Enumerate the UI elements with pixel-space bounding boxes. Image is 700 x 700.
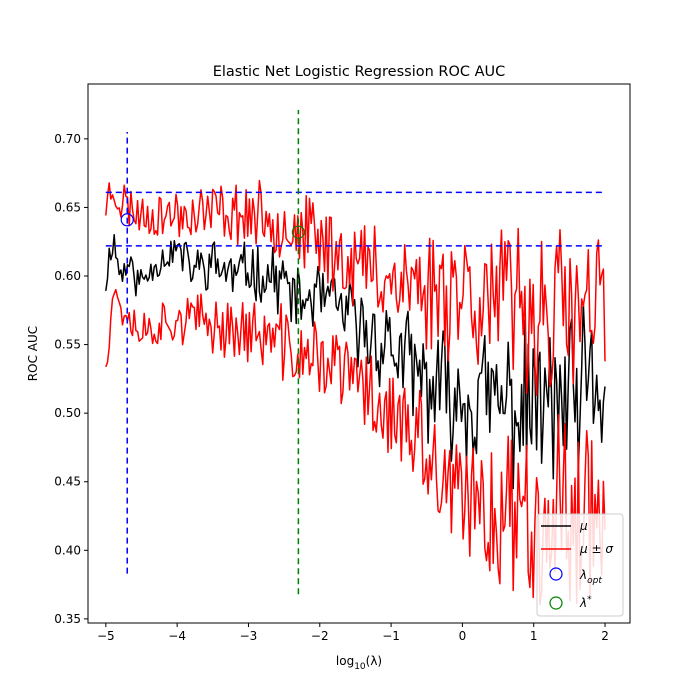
y-tick-label: 0.35 (54, 612, 81, 626)
plot-area (105, 110, 606, 606)
marker-lambda-opt (120, 213, 134, 227)
x-tick-label: −2 (311, 629, 329, 643)
y-tick-label: 0.65 (54, 200, 81, 214)
x-axis-label-lambda: (λ) (366, 654, 382, 668)
y-tick-label: 0.55 (54, 338, 81, 352)
legend-mu-label: μ (579, 519, 588, 533)
marker-lambda-star (291, 225, 305, 239)
x-tick-label: 2 (601, 629, 609, 643)
x-tick-label: 0 (459, 629, 467, 643)
y-tick-label: 0.40 (54, 543, 81, 557)
x-tick-label: −1 (382, 629, 400, 643)
legend-lambda-opt-swatch (549, 567, 563, 581)
series-layer (105, 179, 606, 606)
y-tick-label: 0.70 (54, 132, 81, 146)
y-axis: 0.35 0.40 0.45 0.50 0.55 0.60 0.65 0.70 (54, 132, 88, 626)
series-line-0 (105, 233, 606, 490)
legend-lambda-star-swatch (549, 596, 563, 610)
legend-box (536, 513, 624, 617)
plot-frame (87, 83, 631, 624)
x-tick-label: −4 (168, 629, 186, 643)
legend-mu-sigma-label: μ ± σ (579, 542, 613, 556)
y-axis-label: ROC AUC (26, 326, 40, 381)
x-tick-label: 1 (530, 629, 538, 643)
x-tick-label: −5 (97, 629, 115, 643)
x-axis-label-sub: 10 (354, 662, 366, 672)
x-axis: −5 −4 −3 −2 −1 0 1 2 (97, 623, 609, 643)
x-tick-label: −3 (240, 629, 258, 643)
x-axis-label: log10(λ) (336, 654, 382, 672)
y-tick-label: 0.50 (54, 406, 81, 420)
legend: μ μ ± σ λopt λ* (536, 513, 624, 617)
legend-lambda-star-sup: * (587, 595, 592, 605)
markers (120, 213, 305, 239)
x-axis-label-log: log (336, 654, 354, 668)
reference-lines (105, 110, 606, 595)
series-line-2 (105, 288, 606, 606)
y-tick-label: 0.60 (54, 269, 81, 283)
y-tick-label: 0.45 (54, 475, 81, 489)
series-line-1 (105, 179, 606, 396)
legend-lambda-opt-sub: opt (587, 576, 602, 586)
chart-title: Elastic Net Logistic Regression ROC AUC (213, 64, 506, 80)
